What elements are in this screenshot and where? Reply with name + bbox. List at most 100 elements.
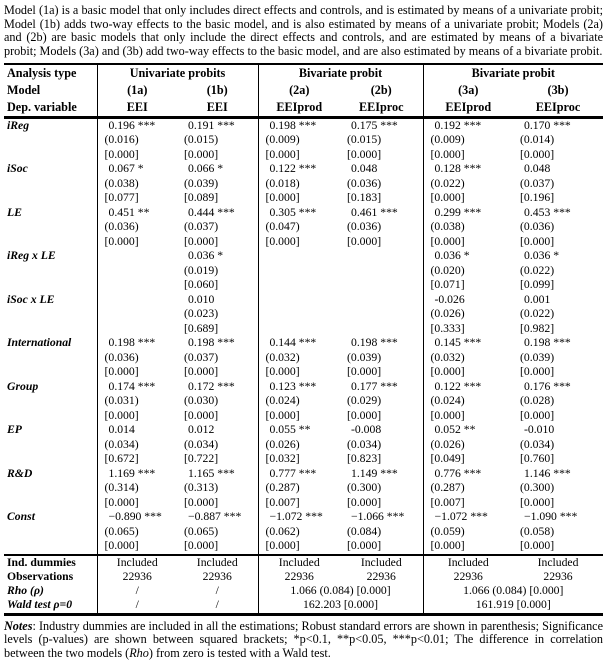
p-cell: [0.000] — [422, 539, 514, 555]
depvar-1a: EEI — [96, 98, 177, 119]
se-cell: (0.300) — [347, 481, 382, 495]
table-row: International 0.198 *** 0.198 *** 0.144 ***… — [4, 336, 603, 351]
p-cell: [0.000] — [257, 365, 340, 380]
model-1b: (1b) — [206, 82, 228, 97]
table-row: iSoc x LE 0.010 -0.026 0.001 — [4, 292, 603, 308]
group-title-bivariate-1: Bivariate probit — [257, 63, 424, 82]
coef-cell: -0.010 — [524, 423, 555, 437]
p-cell: [0.000] — [347, 147, 382, 161]
row-label — [4, 278, 97, 293]
p-cell: [0.000] — [257, 147, 340, 163]
summary-row: Rho (ρ) / / 1.066 (0.084) [0.000] 1.066 (0.0… — [4, 584, 604, 599]
summary-cell: Included — [96, 553, 177, 571]
se-cell: (0.314) — [96, 481, 177, 496]
summary-cell: Included — [422, 553, 514, 571]
intro-text: Model (1a) is a basic model that only in… — [4, 3, 603, 59]
table-row: Group 0.174 *** 0.172 *** 0.123 *** 0.177 **… — [4, 379, 603, 395]
se-cell: (0.038) — [96, 176, 177, 192]
p-cell: [0.049] — [422, 452, 514, 467]
summary-cell: 162.203 [0.000] — [257, 598, 424, 615]
depvar-2a: EEIprod — [257, 98, 340, 119]
se-cell: (0.014) — [520, 133, 555, 147]
table-row: (0.031) (0.030) (0.024) (0.029) (0.024) (0.02… — [4, 394, 603, 409]
se-cell: (0.034) — [520, 437, 555, 451]
p-cell: [0.000] — [422, 408, 514, 424]
table-row: (0.036) (0.037) (0.032) (0.039) (0.032) (0.03… — [4, 350, 603, 366]
se-cell — [257, 263, 340, 279]
model-2b: (2b) — [370, 82, 392, 97]
row-label — [4, 322, 97, 337]
coef-cell: 0.001 — [524, 292, 551, 306]
p-cell: [0.000] — [96, 539, 177, 555]
se-cell: (0.022) — [520, 307, 555, 321]
p-cell: [0.099] — [520, 278, 555, 292]
row-label — [4, 351, 97, 366]
p-cell: [0.000] — [184, 234, 219, 248]
summary-cell: 22936 — [422, 570, 514, 585]
se-cell: (0.024) — [422, 394, 514, 409]
summary-cell: / — [215, 598, 219, 612]
se-cell: (0.032) — [257, 350, 340, 366]
p-cell: [0.000] — [520, 147, 555, 161]
se-cell: (0.009) — [422, 133, 514, 148]
p-cell — [257, 321, 340, 337]
p-cell: [0.007] — [422, 495, 514, 511]
coef-cell: 0.198 *** — [188, 336, 235, 350]
se-cell: (0.022) — [422, 176, 514, 192]
coef-cell: 0.198 *** — [351, 336, 398, 350]
se-cell: (0.036) — [96, 220, 177, 235]
coef-cell — [96, 249, 177, 264]
header-model: Model — [7, 82, 41, 97]
depvar-3b: EEIproc — [513, 98, 604, 119]
coef-cell: 0.014 — [96, 423, 177, 438]
coef-cell: -0.008 — [351, 423, 382, 437]
p-cell: [0.000] — [520, 234, 555, 248]
group-title-univariate: Univariate probits — [96, 63, 258, 82]
coef-cell — [340, 249, 423, 264]
se-cell: (0.038) — [422, 220, 514, 235]
coef-cell: 0.170 *** — [524, 118, 571, 132]
summary-cell: 161.919 [0.000] — [422, 598, 604, 615]
se-cell: (0.037) — [184, 220, 219, 234]
se-cell: (0.029) — [347, 394, 382, 408]
se-cell: (0.030) — [184, 394, 219, 408]
coef-cell: 0.451 ** — [96, 205, 177, 221]
row-label: Group — [7, 379, 39, 393]
coef-cell: 0.174 *** — [96, 379, 177, 395]
p-cell: [0.000] — [96, 147, 177, 163]
header-analysis-type: Analysis type — [7, 65, 77, 80]
p-cell: [0.000] — [422, 234, 514, 250]
coef-cell: 0.123 *** — [257, 379, 340, 395]
coef-cell: 0.036 * — [422, 249, 514, 264]
p-cell: [0.000] — [520, 365, 555, 379]
p-cell: [0.000] — [347, 234, 382, 248]
se-cell: (0.313) — [184, 481, 219, 495]
row-label: iReg x LE — [7, 249, 56, 263]
model-3a: (3a) — [422, 81, 514, 99]
row-label — [4, 264, 97, 279]
table-row: iReg x LE 0.036 * 0.036 * 0.036 * — [4, 249, 603, 264]
row-label: EP — [7, 423, 22, 437]
se-cell: (0.036) — [347, 176, 382, 190]
summary-cell: / — [96, 598, 177, 615]
table-row: [0.000] [0.000] [0.000] [0.000] [0.000] [0.00… — [4, 365, 603, 380]
table-summary: Ind. dummies Included Included Included Incl… — [4, 553, 604, 615]
row-label: iReg — [7, 118, 30, 132]
row-label — [4, 365, 97, 380]
coef-cell: 1.169 *** — [96, 466, 177, 482]
p-cell: [0.672] — [96, 452, 177, 467]
depvar-1b: EEI — [177, 98, 258, 119]
row-label: iSoc — [7, 162, 28, 176]
row-label — [4, 438, 97, 453]
table-row: [0.000] [0.000] [0.000] [0.000] [0.000] [0.00… — [4, 408, 603, 424]
p-cell: [0.089] — [184, 191, 219, 205]
p-cell: [0.823] — [347, 452, 382, 466]
summary-cell: 22936 — [366, 570, 396, 584]
summary-cell: 22936 — [202, 570, 232, 584]
notes-text: Notes: Industry dummies are included in … — [4, 619, 603, 661]
p-cell: [0.000] — [184, 495, 219, 509]
model-3b: (3b) — [547, 82, 569, 97]
coef-cell: 0.776 *** — [422, 466, 514, 482]
p-cell: [0.183] — [347, 191, 382, 205]
row-label — [4, 220, 97, 235]
